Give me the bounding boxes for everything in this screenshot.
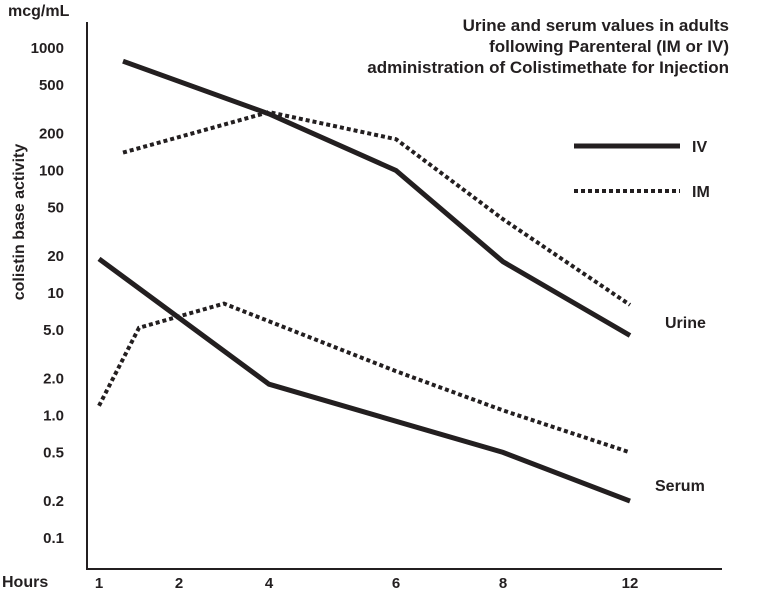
y-tick-label: 100 <box>39 163 64 180</box>
chart-title-line: Urine and serum values in adults <box>463 16 729 35</box>
y-tick-label: 2.0 <box>43 371 64 388</box>
y-tick-label: 20 <box>47 248 64 265</box>
x-tick-label: 2 <box>175 575 183 592</box>
x-tick-label: 12 <box>622 575 639 592</box>
annotation-serum: Serum <box>655 478 705 495</box>
series-serum-iv <box>97 256 631 504</box>
y-axis-label: colistin base activity <box>11 144 28 301</box>
y-tick-label: 1.0 <box>43 408 64 425</box>
x-tick-label: 8 <box>499 575 507 592</box>
y-tick-label: 500 <box>39 77 64 94</box>
series-urine-im <box>122 110 632 307</box>
series-urine-iv <box>122 58 632 338</box>
annotations: Urine Serum <box>655 315 706 495</box>
y-unit-label: mcg/mL <box>8 3 70 20</box>
annotation-urine: Urine <box>665 315 706 332</box>
y-tick-label: 1000 <box>31 40 64 57</box>
chart-title: Urine and serum values in adults followin… <box>367 16 729 77</box>
x-tick-label: 4 <box>265 575 274 592</box>
y-tick-label: 10 <box>47 285 64 302</box>
series-lines <box>97 58 632 504</box>
series-serum-im <box>97 301 631 455</box>
y-tick-label: 200 <box>39 126 64 143</box>
chart-title-line: administration of Colistimethate for Inj… <box>367 58 729 77</box>
y-tick-label: 0.2 <box>43 493 64 510</box>
x-tick-label: 1 <box>95 575 103 592</box>
y-tick-label: 5.0 <box>43 322 64 339</box>
x-tick-label: 6 <box>392 575 400 592</box>
y-tick-label: 50 <box>47 199 64 216</box>
y-tick-labels: 1000 500 200 100 50 20 10 5.0 2.0 1.0 0.5 0.2 0.1 <box>31 40 64 547</box>
y-tick-label: 0.5 <box>43 444 64 461</box>
legend: IV IM <box>574 139 710 201</box>
legend-label-iv: IV <box>692 139 707 156</box>
x-tick-labels: 1 2 4 6 8 12 <box>95 575 639 592</box>
y-tick-label: 0.1 <box>43 530 64 547</box>
legend-label-im: IM <box>692 184 710 201</box>
chart-title-line: following Parenteral (IM or IV) <box>489 37 729 56</box>
x-axis-label: Hours <box>2 574 48 591</box>
